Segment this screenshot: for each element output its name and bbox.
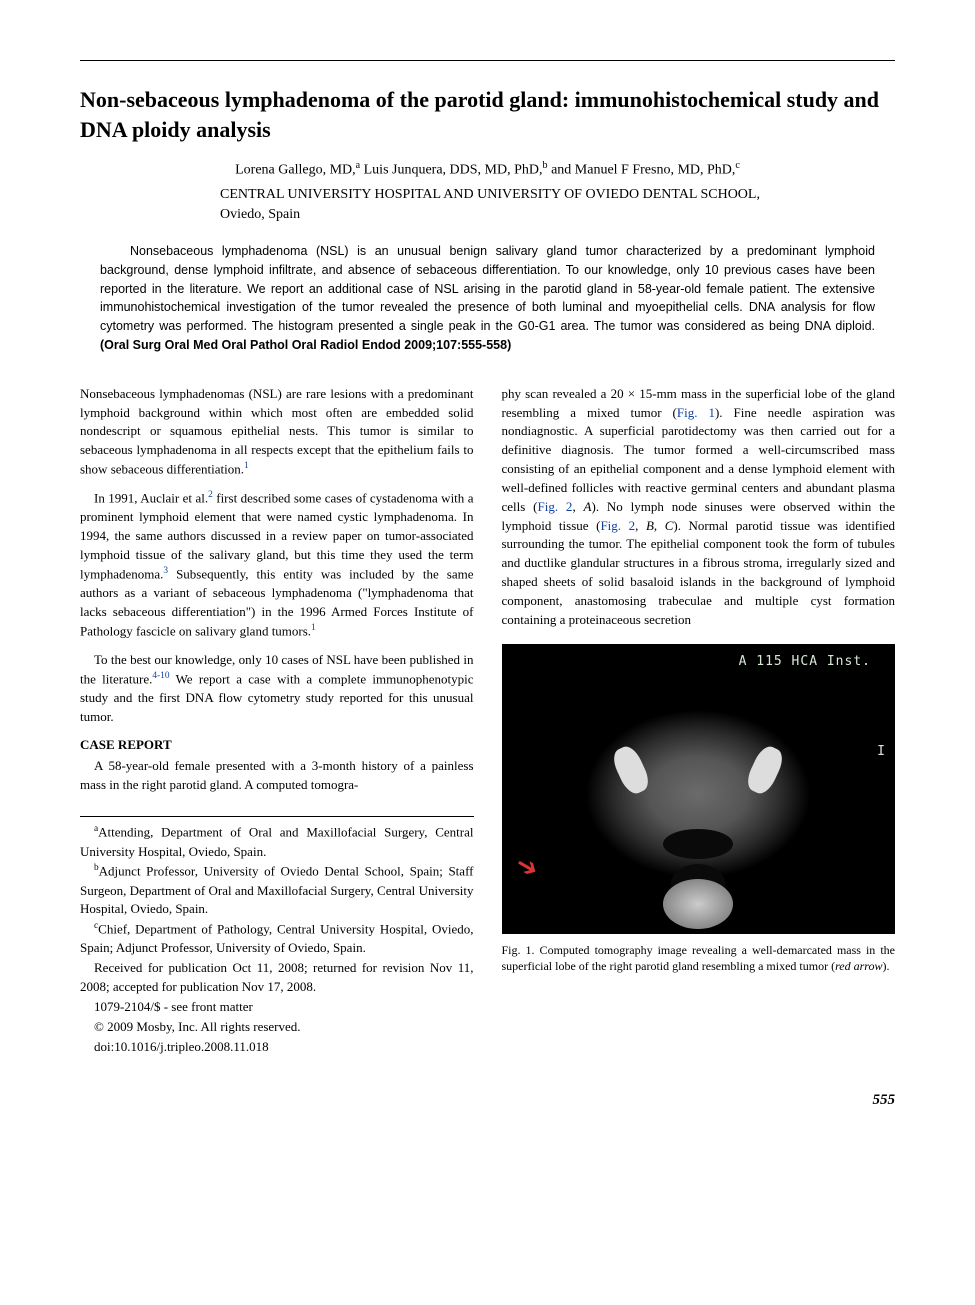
abstract-block: Nonsebaceous lymphadenoma (NSL) is an un… [100,242,875,355]
footnote-a: aAttending, Department of Oral and Maxil… [80,823,474,861]
left-column: Nonsebaceous lymphadenomas (NSL) are rar… [80,385,474,1058]
ref-1[interactable]: 1 [244,461,249,471]
footnote-c: cChief, Department of Pathology, Central… [80,920,474,958]
top-rule [80,60,895,61]
case-report-left: A 58-year-old female presented with a 3-… [80,757,474,795]
footnote-received: Received for publication Oct 11, 2008; r… [80,959,474,997]
article-title: Non-sebaceous lymphadenoma of the paroti… [80,85,895,144]
ct-image: A 115 HCA Inst. I ➔ [502,644,896,934]
ct-side-marker: I [877,744,885,759]
footnote-b: bAdjunct Professor, University of Oviedo… [80,862,474,919]
ct-scan-label: A 115 HCA Inst. [739,654,871,669]
footnotes-block: aAttending, Department of Oral and Maxil… [80,816,474,1056]
ref-4-10[interactable]: 4-10 [152,671,169,681]
ct-vertebra [663,879,733,929]
figure-1-caption: Fig. 1. Computed tomography image reveal… [502,942,896,976]
figure-1: A 115 HCA Inst. I ➔ Fig. 1. Computed tom… [502,644,896,976]
abstract-text: Nonsebaceous lymphadenoma (NSL) is an un… [100,244,875,352]
case-report-right: phy scan revealed a 20 × 15-mm mass in t… [502,385,896,630]
intro-p2: In 1991, Auclair et al.2 first described… [80,489,474,641]
ct-mandible-right [743,742,787,796]
intro-p3: To the best our knowledge, only 10 cases… [80,651,474,727]
page-number: 555 [80,1092,895,1109]
footnote-copyright: © 2009 Mosby, Inc. All rights reserved. [80,1018,474,1037]
two-column-body: Nonsebaceous lymphadenomas (NSL) are rar… [80,385,895,1058]
ct-airway-1 [663,829,733,859]
intro-p1: Nonsebaceous lymphadenomas (NSL) are rar… [80,385,474,480]
red-arrow-icon: ➔ [509,848,543,885]
right-column: phy scan revealed a 20 × 15-mm mass in t… [502,385,896,1058]
case-report-heading: CASE REPORT [80,737,474,753]
ct-head-outline [558,684,838,904]
footnote-issn: 1079-2104/$ - see front matter [80,998,474,1017]
affiliation-line: CENTRAL UNIVERSITY HOSPITAL AND UNIVERSI… [220,185,795,224]
case-right-seg1: phy scan revealed a 20 × 15-mm mass in t… [502,386,896,627]
ct-mandible-left [609,742,653,796]
footnote-doi: doi:10.1016/j.tripleo.2008.11.018 [80,1038,474,1057]
authors-line: Lorena Gallego, MD,a Luis Junquera, DDS,… [80,160,895,179]
ref-1b[interactable]: 1 [311,623,316,633]
